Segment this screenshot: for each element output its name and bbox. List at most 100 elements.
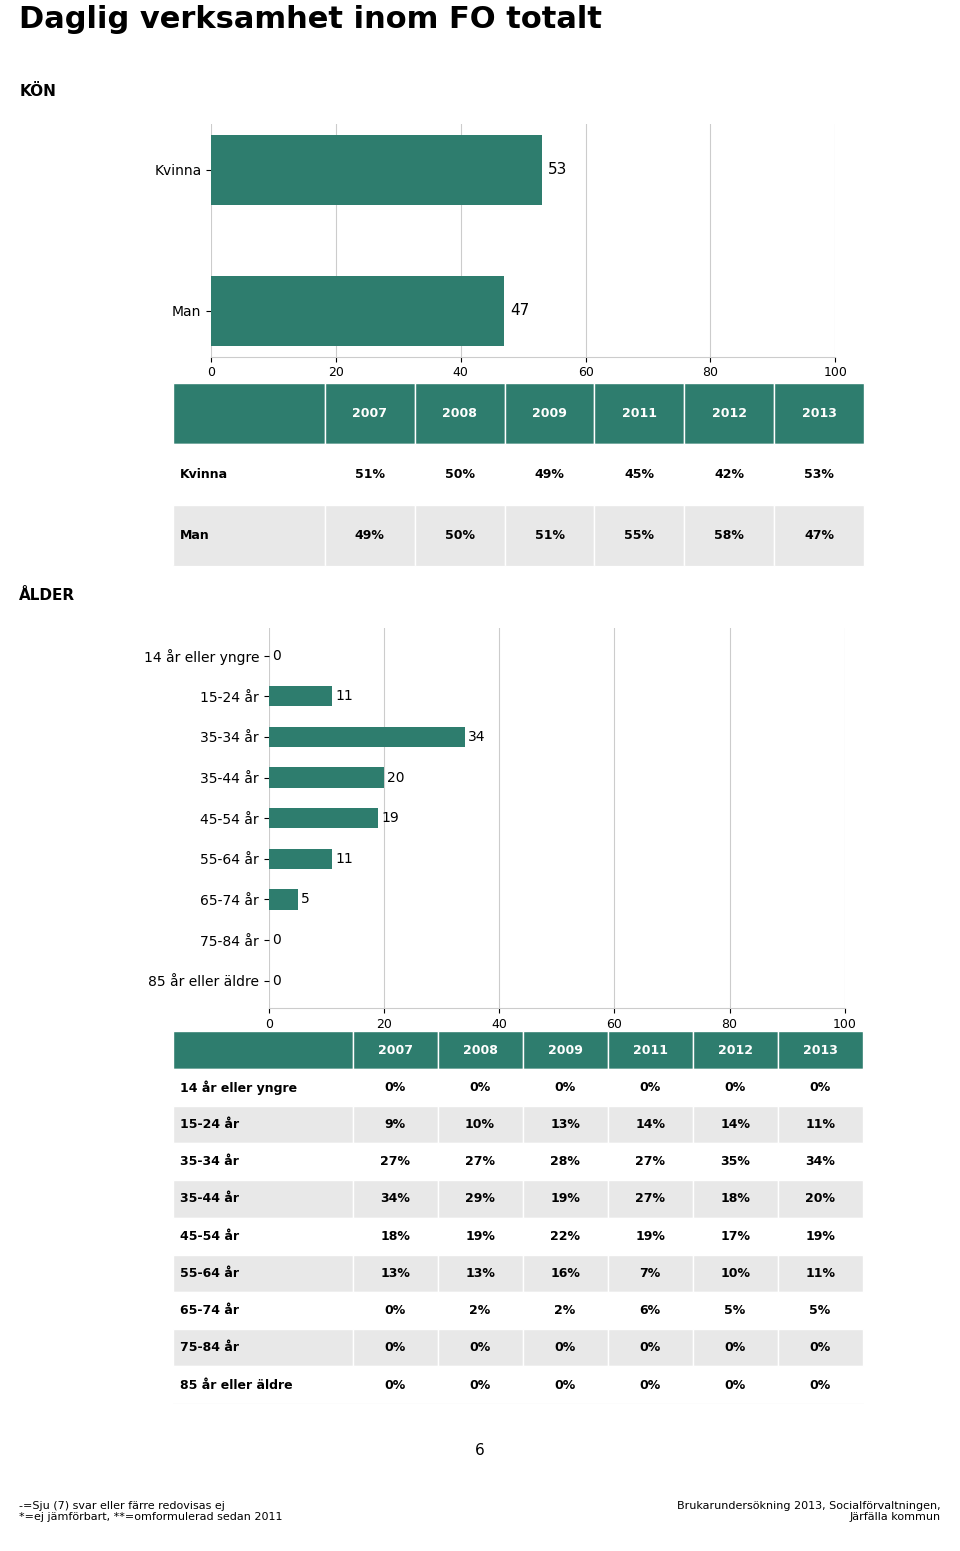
Text: 18%: 18% bbox=[720, 1193, 750, 1205]
Text: 2009: 2009 bbox=[532, 406, 567, 420]
Bar bbox=[608, 1218, 692, 1255]
Text: 0%: 0% bbox=[555, 1081, 576, 1093]
Bar bbox=[692, 1143, 778, 1180]
Bar bbox=[324, 444, 415, 506]
Bar bbox=[415, 506, 505, 566]
Text: 18%: 18% bbox=[380, 1230, 410, 1242]
Text: 11%: 11% bbox=[805, 1118, 835, 1131]
Bar bbox=[778, 1329, 863, 1366]
Bar bbox=[522, 1143, 608, 1180]
Bar bbox=[608, 1180, 692, 1218]
Text: 2%: 2% bbox=[555, 1304, 576, 1317]
Text: 0%: 0% bbox=[384, 1304, 406, 1317]
Bar bbox=[438, 1180, 522, 1218]
Text: 2013: 2013 bbox=[803, 1044, 837, 1056]
Bar bbox=[438, 1031, 522, 1069]
X-axis label: Procent: Procent bbox=[497, 408, 549, 422]
Bar bbox=[505, 444, 594, 506]
Text: 2008: 2008 bbox=[463, 1044, 497, 1056]
Bar bbox=[505, 383, 594, 444]
Text: 58%: 58% bbox=[714, 529, 744, 543]
Bar bbox=[522, 1366, 608, 1404]
Text: 14%: 14% bbox=[720, 1118, 750, 1131]
Text: 27%: 27% bbox=[636, 1155, 665, 1168]
Bar bbox=[774, 383, 864, 444]
Bar bbox=[692, 1218, 778, 1255]
Bar bbox=[692, 1106, 778, 1143]
Bar bbox=[778, 1143, 863, 1180]
Bar bbox=[778, 1180, 863, 1218]
Text: 42%: 42% bbox=[714, 468, 744, 481]
Text: 0%: 0% bbox=[809, 1342, 830, 1354]
Text: 35-44 år: 35-44 år bbox=[180, 1193, 239, 1205]
Bar bbox=[522, 1106, 608, 1143]
Bar bbox=[522, 1292, 608, 1329]
Text: 50%: 50% bbox=[444, 468, 474, 481]
Text: 2007: 2007 bbox=[377, 1044, 413, 1056]
Text: 0%: 0% bbox=[725, 1342, 746, 1354]
Text: 65-74 år: 65-74 år bbox=[180, 1304, 239, 1317]
Bar bbox=[692, 1366, 778, 1404]
Bar bbox=[438, 1106, 522, 1143]
Bar bbox=[173, 1180, 352, 1218]
Text: 2012: 2012 bbox=[711, 406, 747, 420]
Bar bbox=[352, 1143, 438, 1180]
Bar bbox=[774, 506, 864, 566]
Bar bbox=[778, 1292, 863, 1329]
Text: 49%: 49% bbox=[535, 468, 564, 481]
Text: -=Sju (7) svar eller färre redovisas ej
*=ej jämförbart, **=omformulerad sedan 2: -=Sju (7) svar eller färre redovisas ej … bbox=[19, 1501, 282, 1522]
Bar bbox=[352, 1106, 438, 1143]
Bar bbox=[173, 1069, 352, 1106]
Text: 35-34 år: 35-34 år bbox=[180, 1155, 239, 1168]
Text: 47%: 47% bbox=[804, 529, 834, 543]
Text: 11: 11 bbox=[335, 689, 352, 703]
Bar bbox=[522, 1329, 608, 1366]
Bar bbox=[778, 1069, 863, 1106]
Bar bbox=[608, 1292, 692, 1329]
Bar bbox=[505, 506, 594, 566]
Bar bbox=[522, 1031, 608, 1069]
Text: 51%: 51% bbox=[355, 468, 385, 481]
Text: 51%: 51% bbox=[535, 529, 564, 543]
Text: Man: Man bbox=[180, 529, 209, 543]
Text: 7%: 7% bbox=[639, 1267, 660, 1280]
Text: 20: 20 bbox=[387, 771, 404, 785]
Text: 0%: 0% bbox=[555, 1379, 576, 1391]
Text: 27%: 27% bbox=[465, 1155, 495, 1168]
Text: 14%: 14% bbox=[636, 1118, 665, 1131]
Text: 50%: 50% bbox=[444, 529, 474, 543]
Text: 0%: 0% bbox=[639, 1081, 660, 1093]
Bar bbox=[438, 1292, 522, 1329]
Bar bbox=[692, 1180, 778, 1218]
Bar bbox=[324, 506, 415, 566]
Text: 2008: 2008 bbox=[443, 406, 477, 420]
Text: 34%: 34% bbox=[805, 1155, 835, 1168]
Bar bbox=[684, 506, 774, 566]
Text: Kvinna: Kvinna bbox=[180, 468, 228, 481]
Bar bbox=[438, 1255, 522, 1292]
Bar bbox=[173, 1106, 352, 1143]
Text: 15-24 år: 15-24 år bbox=[180, 1118, 239, 1131]
Bar bbox=[415, 383, 505, 444]
Text: 0: 0 bbox=[272, 934, 280, 948]
Text: 19%: 19% bbox=[805, 1230, 835, 1242]
Bar bbox=[522, 1255, 608, 1292]
Bar bbox=[438, 1218, 522, 1255]
Bar bbox=[608, 1069, 692, 1106]
Text: 13%: 13% bbox=[550, 1118, 580, 1131]
Text: 9%: 9% bbox=[384, 1118, 405, 1131]
Text: 55-64 år: 55-64 år bbox=[180, 1267, 239, 1280]
Text: 0%: 0% bbox=[469, 1379, 491, 1391]
Text: 35%: 35% bbox=[720, 1155, 750, 1168]
Bar bbox=[692, 1329, 778, 1366]
Text: 6: 6 bbox=[475, 1444, 485, 1458]
Bar bbox=[594, 444, 684, 506]
Text: 0%: 0% bbox=[469, 1342, 491, 1354]
Text: 29%: 29% bbox=[465, 1193, 495, 1205]
Bar bbox=[352, 1292, 438, 1329]
Bar bbox=[173, 1218, 352, 1255]
Bar bbox=[778, 1366, 863, 1404]
Bar bbox=[594, 383, 684, 444]
Bar bbox=[438, 1329, 522, 1366]
Text: 22%: 22% bbox=[550, 1230, 580, 1242]
